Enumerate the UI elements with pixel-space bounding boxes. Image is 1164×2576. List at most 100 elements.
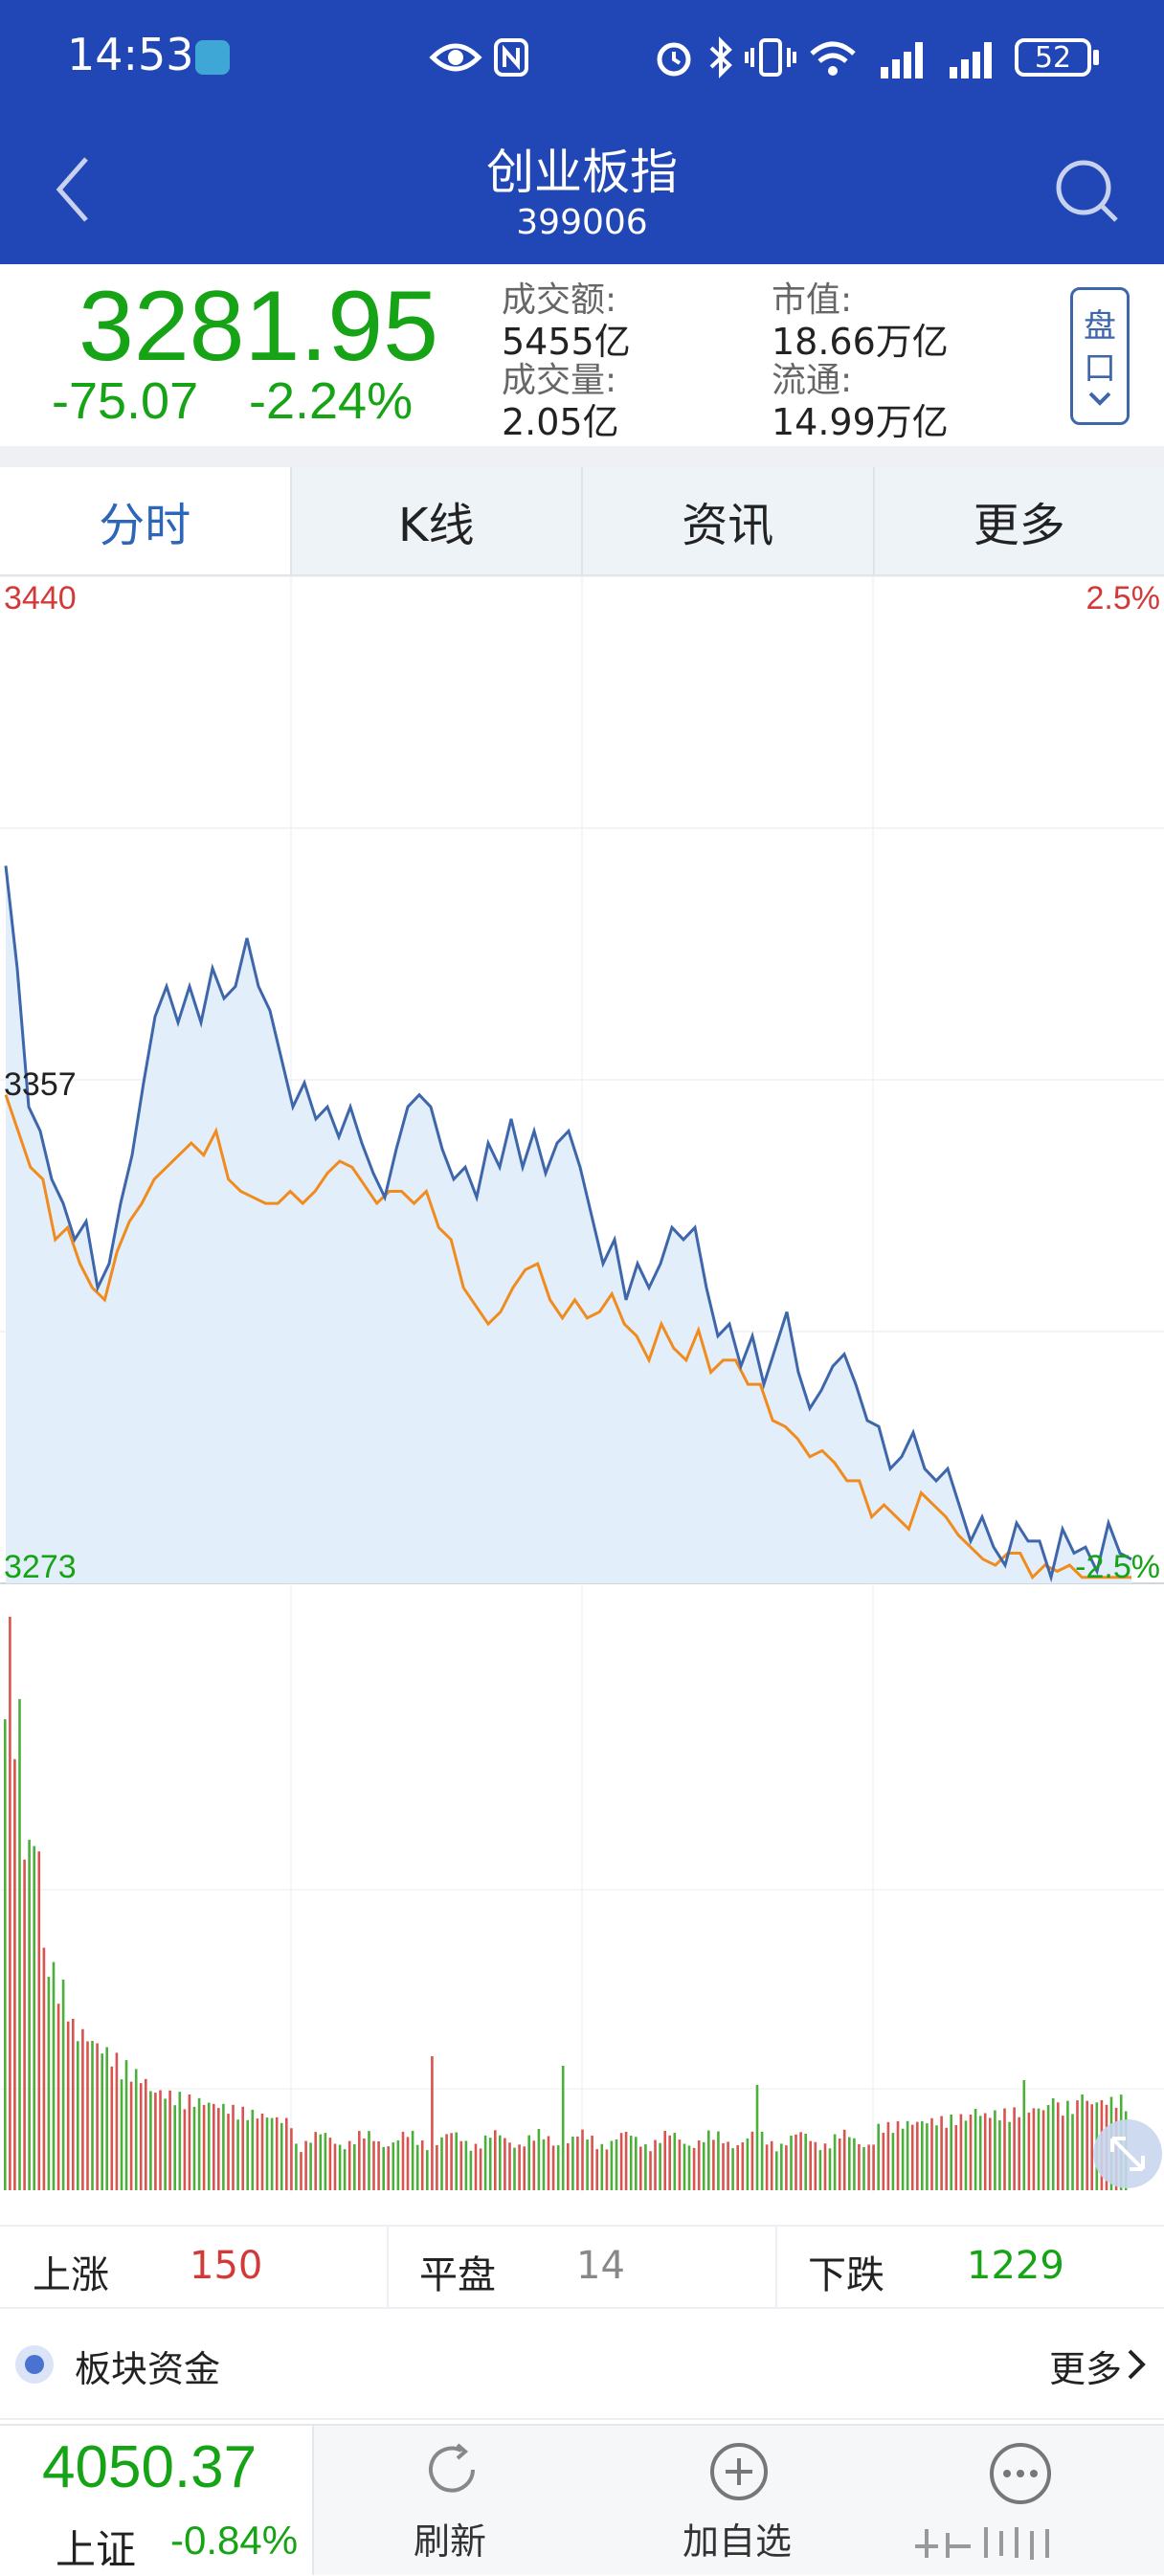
volume-bar	[236, 2119, 239, 2190]
status-bar: 14:53 52	[0, 0, 1164, 115]
volume-bar	[533, 2140, 536, 2190]
tab-more[interactable]: 更多	[875, 467, 1164, 574]
divider	[775, 2227, 777, 2307]
volume-bar	[344, 2149, 347, 2190]
chart-tabs: 分时 K线 资讯 更多	[0, 467, 1164, 576]
volume-bar	[824, 2143, 827, 2190]
volume-bar	[387, 2146, 390, 2190]
volume-bar	[460, 2141, 463, 2190]
volume-value: 2.05亿	[502, 392, 619, 445]
volume-bar	[557, 2145, 560, 2190]
volume-bar	[921, 2121, 924, 2190]
volume-bar	[455, 2133, 458, 2191]
volume-bar	[703, 2142, 705, 2190]
volume-bar	[595, 2149, 598, 2190]
volume-bar	[771, 2141, 773, 2190]
volume-bar	[663, 2131, 666, 2190]
volume-bar	[911, 2125, 914, 2190]
search-icon[interactable]	[1053, 157, 1120, 224]
volume-bar	[722, 2143, 725, 2190]
pankou-label-2: 口	[1084, 347, 1116, 390]
volume-bar	[571, 2137, 574, 2190]
intraday-chart[interactable]: 3440 3357 3273 2.5% -2.5%	[0, 576, 1164, 2192]
volume-bar	[130, 2082, 133, 2190]
volume-bar	[848, 2138, 851, 2191]
volume-bar	[567, 2143, 570, 2190]
volume-bar	[1062, 2116, 1064, 2190]
volume-bar	[543, 2139, 546, 2190]
volume-bar	[785, 2145, 788, 2190]
volume-bar	[979, 2116, 982, 2190]
pankou-button[interactable]: 盘 口	[1070, 287, 1130, 425]
volume-bar	[135, 2069, 138, 2190]
index-ticker-value: 4050.37	[42, 2433, 257, 2501]
volume-bar	[970, 2115, 973, 2190]
volume-bar	[1052, 2098, 1055, 2190]
volume-bar	[18, 1699, 21, 2190]
volume-bar	[285, 2118, 288, 2191]
volume-bar	[897, 2121, 900, 2190]
volume-bar	[77, 2041, 79, 2190]
volume-bar	[392, 2142, 395, 2190]
volume-bar	[309, 2142, 312, 2190]
volume-bar	[862, 2147, 865, 2190]
volume-bar	[586, 2139, 589, 2190]
volume-bar	[184, 2109, 187, 2190]
volume-bar	[877, 2124, 880, 2190]
volume-bar	[121, 2079, 123, 2190]
volume-bar	[601, 2144, 604, 2190]
volume-bar	[353, 2144, 356, 2190]
volume-bar	[1008, 2122, 1011, 2190]
volume-bar	[668, 2136, 671, 2190]
volume-bar	[984, 2114, 987, 2191]
volume-bar	[527, 2136, 530, 2190]
bluetooth-icon	[706, 34, 735, 80]
current-price: 3281.95	[78, 270, 438, 384]
divider	[0, 446, 1164, 467]
volume-bar	[630, 2136, 633, 2190]
tab-news[interactable]: 资讯	[583, 467, 875, 574]
tab-kline[interactable]: K线	[292, 467, 584, 574]
volume-bar	[1076, 2100, 1079, 2190]
volume-bar	[266, 2117, 269, 2190]
tab-intraday[interactable]: 分时	[0, 467, 292, 574]
volume-bar	[173, 2105, 176, 2190]
volume-bar	[654, 2140, 657, 2191]
more-menu-button[interactable]	[980, 2435, 1063, 2521]
volume-bar	[679, 2139, 682, 2190]
volume-bar	[606, 2149, 609, 2190]
eye-icon	[429, 38, 482, 77]
sector-funds-label: 板块资金	[75, 2340, 220, 2392]
volume-bar	[799, 2132, 802, 2190]
expand-chart-button[interactable]	[1093, 2119, 1162, 2188]
volume-bar	[407, 2137, 410, 2190]
volume-bar	[81, 2029, 84, 2190]
refresh-button[interactable]: 刷新	[364, 2435, 536, 2569]
add-circle-icon	[708, 2441, 770, 2502]
volume-bar	[189, 2094, 191, 2190]
volume-bar	[213, 2104, 215, 2190]
pct-axis-min: -2.5%	[1075, 1549, 1160, 1585]
index-ticker[interactable]: 4050.37 上证 -0.84%	[0, 2426, 312, 2575]
volume-bar	[518, 2144, 521, 2190]
volume-bar	[368, 2131, 370, 2190]
volume-bar	[402, 2132, 405, 2190]
volume-bar	[4, 1719, 7, 2190]
y-axis-max: 3440	[4, 580, 77, 616]
volume-bar	[727, 2141, 729, 2190]
more-link[interactable]: 更多	[1049, 2340, 1122, 2392]
volume-bar	[179, 2092, 182, 2190]
volume-bar	[1086, 2101, 1088, 2190]
volume-bar	[484, 2136, 487, 2190]
add-watchlist-button[interactable]: 加自选	[651, 2435, 823, 2569]
volume-bar	[382, 2147, 385, 2190]
wifi-icon	[806, 33, 860, 78]
volume-bar	[659, 2143, 661, 2190]
volume-bar	[731, 2148, 734, 2190]
volume-bar	[28, 1840, 31, 2190]
volume-bar	[23, 1860, 26, 2190]
volume-bar	[508, 2142, 511, 2190]
sector-funds-row[interactable]: 板块资金 更多	[0, 2307, 1164, 2420]
volume-bar	[252, 2110, 255, 2190]
volume-bar	[13, 1759, 16, 2190]
